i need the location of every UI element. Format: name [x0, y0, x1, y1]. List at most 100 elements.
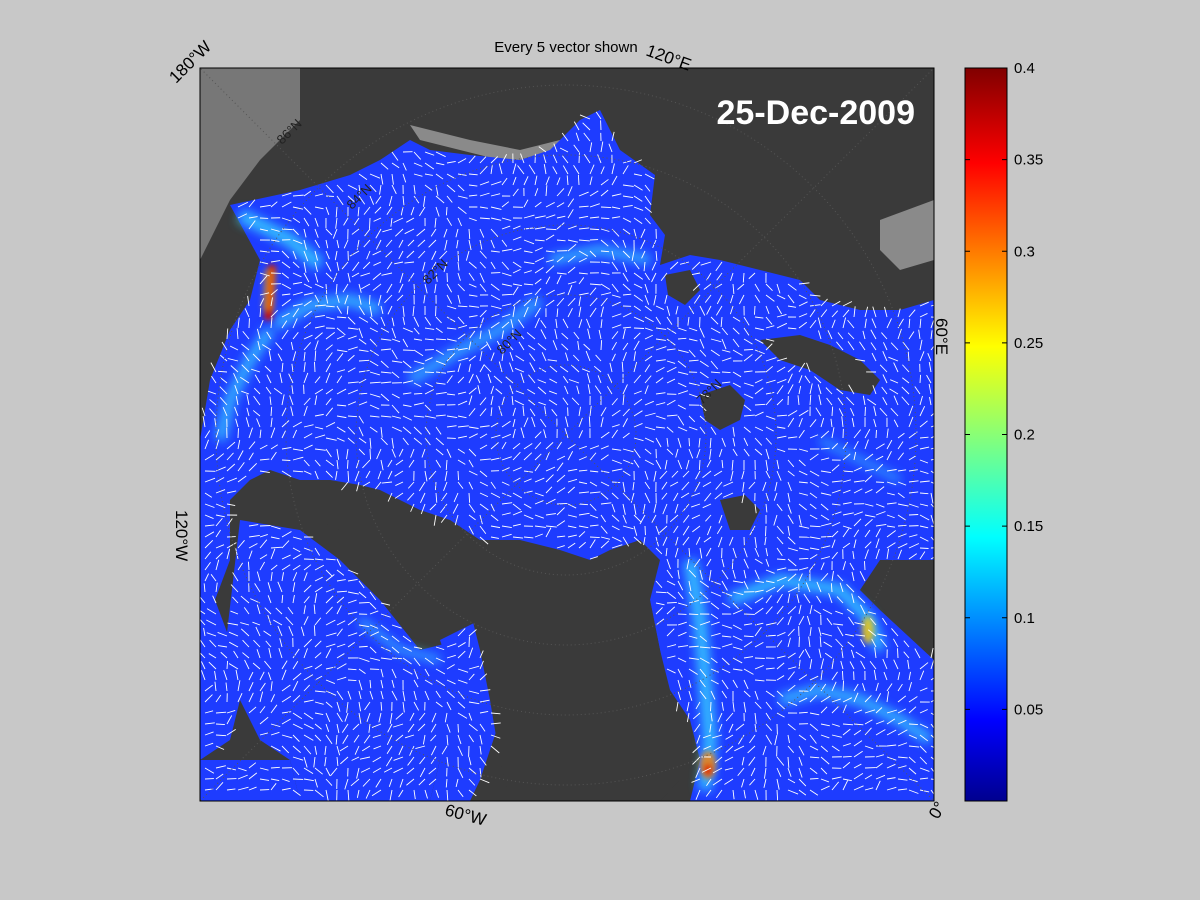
drift-vector — [347, 599, 357, 604]
drift-vector — [259, 292, 270, 296]
drift-vector — [254, 583, 261, 593]
drift-vector — [520, 153, 525, 164]
drift-vector — [822, 608, 833, 615]
drift-vector — [578, 430, 583, 439]
drift-vector — [344, 712, 349, 722]
drift-vector — [666, 316, 673, 325]
drift-vector — [402, 415, 413, 421]
drift-vector — [853, 488, 863, 494]
drift-vector — [820, 492, 832, 496]
drift-vector — [490, 313, 500, 318]
drift-vector — [545, 451, 550, 461]
drift-vector — [743, 426, 751, 433]
drift-vector — [573, 165, 580, 175]
drift-vector — [864, 541, 872, 549]
drift-vector — [325, 588, 335, 593]
drift-vector — [644, 459, 654, 466]
drift-vector — [391, 624, 402, 629]
drift-vector — [710, 632, 721, 637]
drift-vector — [347, 679, 357, 681]
drift-vector — [567, 307, 573, 318]
drift-vector — [291, 385, 294, 395]
drift-vector — [490, 250, 500, 253]
drift-vector — [479, 250, 487, 259]
drift-vector — [369, 316, 379, 325]
drift-vector — [841, 416, 844, 428]
drift-vector — [259, 320, 264, 329]
drift-vector — [325, 272, 333, 280]
drift-vector — [520, 372, 525, 384]
drift-vector — [765, 525, 767, 537]
drift-vector — [369, 426, 378, 433]
drift-vector — [435, 349, 444, 355]
drift-vector — [281, 217, 292, 222]
drift-vector — [930, 320, 934, 329]
drift-vector — [683, 514, 690, 523]
drift-vector — [479, 481, 489, 487]
drift-vector — [875, 486, 885, 494]
drift-vector — [851, 571, 855, 582]
drift-vector — [446, 195, 453, 203]
drift-vector — [479, 734, 483, 745]
drift-vector — [754, 580, 764, 583]
drift-vector — [765, 357, 777, 362]
drift-vector — [842, 441, 849, 450]
drift-vector — [336, 327, 346, 336]
drift-vector — [292, 272, 302, 278]
drift-vector — [369, 690, 374, 700]
drift-vector — [490, 536, 500, 539]
drift-vector — [567, 297, 576, 307]
drift-vector — [699, 601, 711, 604]
drift-vector — [679, 261, 690, 265]
drift-vector — [343, 239, 349, 249]
drift-vector — [871, 318, 877, 329]
drift-vector — [721, 635, 732, 638]
drift-vector — [765, 734, 773, 745]
drift-vector — [702, 481, 712, 488]
drift-vector — [325, 448, 332, 458]
drift-vector — [534, 431, 542, 439]
drift-vector — [886, 481, 897, 486]
drift-vector — [862, 683, 866, 692]
drift-vector — [468, 395, 473, 406]
drift-vector — [686, 558, 690, 570]
drift-vector — [831, 681, 837, 692]
drift-vector — [710, 613, 719, 620]
drift-vector — [543, 164, 547, 175]
drift-vector — [798, 789, 807, 796]
drift-vector — [809, 294, 821, 297]
drift-vector — [270, 317, 273, 329]
drift-vector — [292, 206, 304, 210]
drift-vector — [380, 668, 384, 678]
drift-vector — [490, 164, 493, 175]
drift-vector — [347, 195, 355, 202]
drift-vector — [402, 657, 412, 665]
drift-vector — [270, 548, 276, 560]
drift-vector — [347, 354, 355, 362]
drift-vector — [665, 547, 668, 557]
drift-vector — [556, 239, 566, 242]
drift-vector — [787, 606, 797, 615]
drift-vector — [479, 261, 486, 269]
drift-vector — [846, 396, 855, 406]
drift-vector — [281, 420, 290, 428]
drift-vector — [831, 551, 838, 560]
drift-vector — [717, 536, 723, 548]
drift-vector — [215, 781, 224, 791]
drift-vector — [842, 697, 853, 703]
drift-vector — [820, 298, 828, 307]
drift-vector — [589, 216, 600, 219]
drift-vector — [253, 639, 261, 648]
drift-vector — [523, 452, 533, 461]
drift-vector — [259, 554, 268, 560]
drift-vector — [292, 572, 298, 582]
drift-vector — [688, 359, 699, 362]
drift-vector — [765, 586, 776, 593]
drift-vector — [523, 306, 529, 318]
drift-vector — [259, 458, 270, 461]
drift-vector — [688, 327, 698, 332]
drift-vector — [754, 569, 760, 580]
drift-vector — [457, 376, 465, 384]
drift-vector — [270, 525, 281, 530]
drift-vector — [556, 507, 565, 516]
